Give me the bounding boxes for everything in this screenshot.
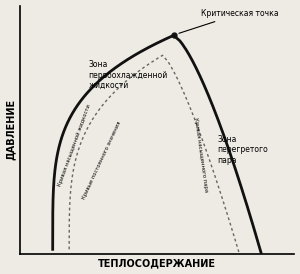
Text: Кривые постоянного значения: Кривые постоянного значения [82, 120, 122, 199]
Text: Критическая точка: Критическая точка [179, 9, 279, 33]
Text: Кривая насыщенной жидкости: Кривая насыщенной жидкости [57, 103, 92, 187]
Text: Зона
перегретого
пара: Зона перегретого пара [218, 135, 268, 165]
X-axis label: ТЕПЛОСОДЕРЖАНИЕ: ТЕПЛОСОДЕРЖАНИЕ [98, 258, 216, 269]
Y-axis label: ДАВЛЕНИЕ: ДАВЛЕНИЕ [6, 99, 16, 161]
Text: Кривая насыщенного пара: Кривая насыщенного пара [193, 117, 209, 192]
Text: Зона
первоохлажденной
жидкости: Зона первоохлажденной жидкости [88, 60, 168, 90]
